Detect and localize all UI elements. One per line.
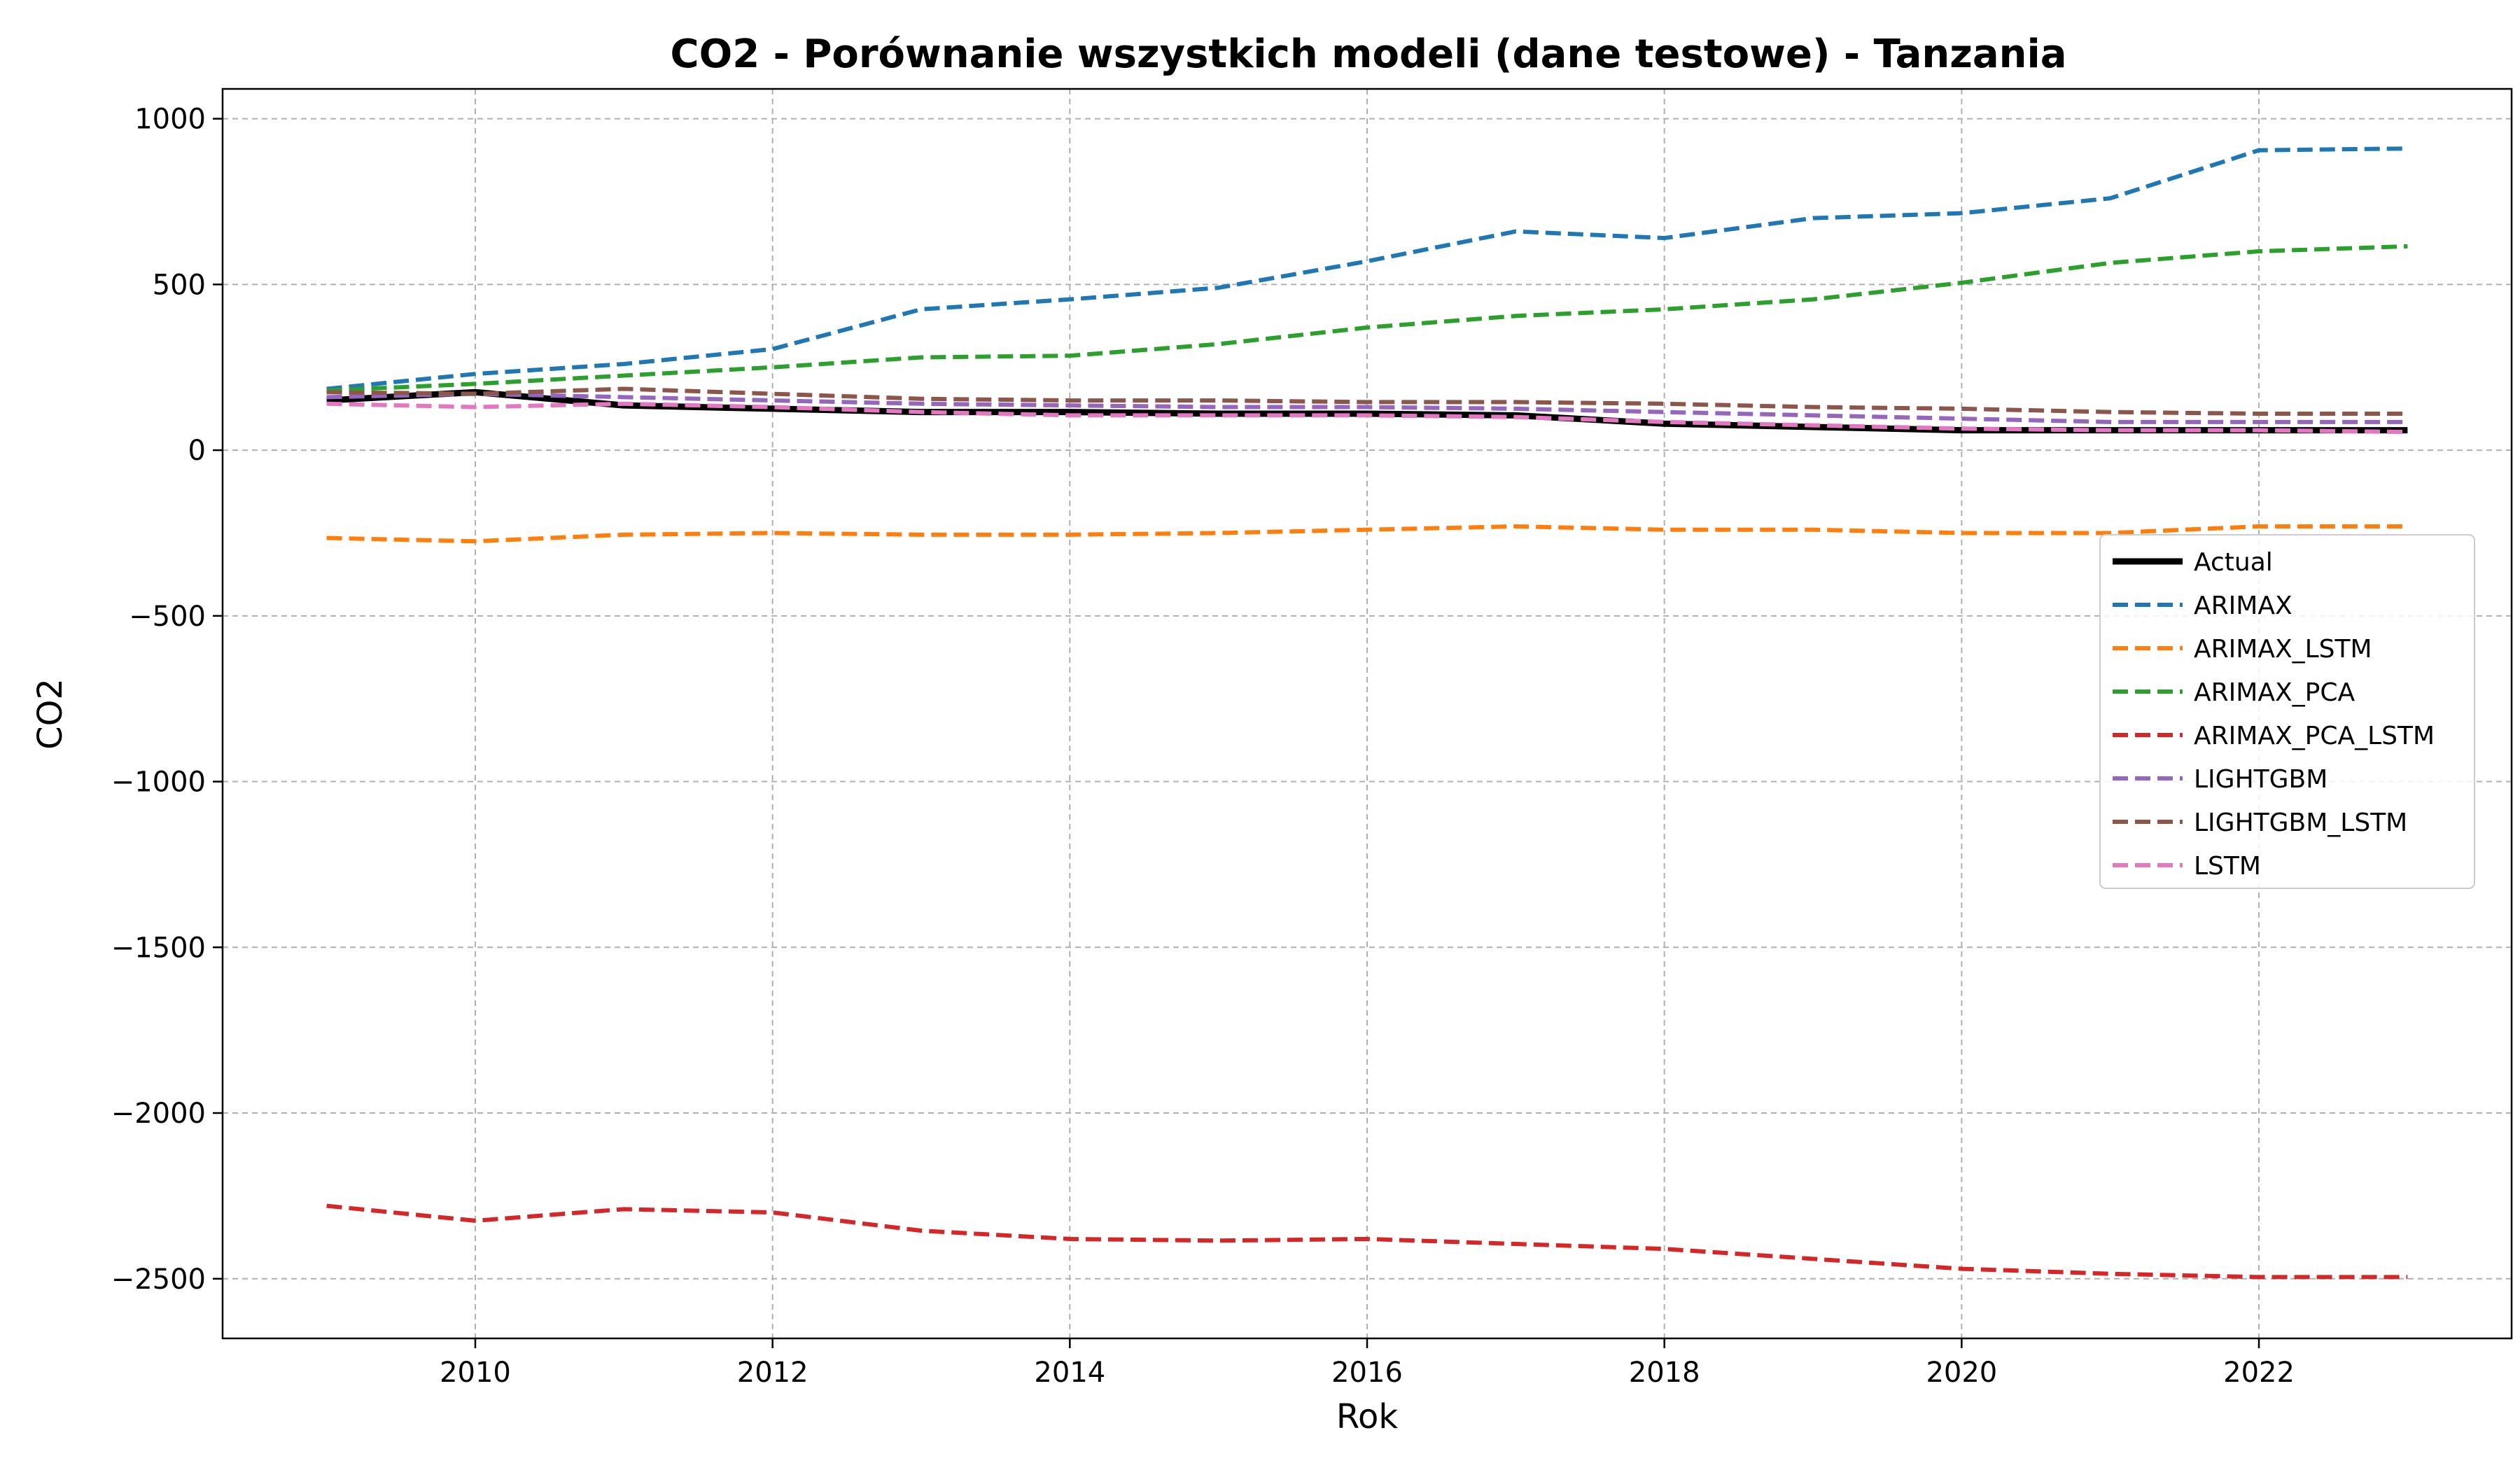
- y-tick-label: −2500: [111, 1264, 206, 1296]
- x-tick-label: 2018: [1629, 1357, 1700, 1389]
- x-tick-label: 2014: [1034, 1357, 1105, 1389]
- legend-label: ARIMAX_LSTM: [2194, 635, 2372, 664]
- legend-label: LSTM: [2194, 852, 2261, 881]
- series-line-arimax-pca: [326, 244, 2408, 393]
- y-tick-label: 1000: [134, 104, 206, 136]
- y-axis-label: CO2: [31, 678, 70, 750]
- y-tick-label: −2000: [111, 1098, 206, 1130]
- x-tick-label: 2020: [1926, 1357, 1997, 1389]
- y-tick-label: −1000: [111, 766, 206, 799]
- legend-label: LIGHTGBM_LSTM: [2194, 808, 2407, 837]
- legend-label: LIGHTGBM: [2194, 765, 2328, 794]
- series-line-lstm: [326, 401, 2408, 435]
- legend: Actual ARIMAX ARIMAX_LSTM ARIMAX_PCA ARIMAX_…: [2099, 534, 2475, 889]
- x-axis-label: Rok: [1336, 1397, 1399, 1436]
- legend-box: [2099, 534, 2475, 889]
- series-lines: [326, 146, 2408, 1280]
- x-tick-label: 2016: [1331, 1357, 1403, 1389]
- chart-title: CO2 - Porównanie wszystkich modeli (dane…: [670, 31, 2066, 77]
- series-line-arimax-lstm: [326, 524, 2408, 544]
- legend-label: ARIMAX_PCA_LSTM: [2194, 722, 2435, 750]
- legend-label: Actual: [2194, 548, 2273, 577]
- x-tick-label: 2010: [440, 1357, 511, 1389]
- grid: [223, 89, 2512, 1338]
- series-line-arimax: [326, 146, 2408, 391]
- legend-label: ARIMAX: [2194, 592, 2292, 620]
- axis-ticks: 2010 2012 2014 2016 2018 2020 2022 1000 500 0 −500…: [111, 104, 2295, 1389]
- series-line-lightgbm: [326, 391, 2408, 424]
- y-tick-label: −1500: [111, 932, 206, 964]
- y-tick-label: 0: [188, 435, 206, 467]
- series-line-arimax-pca-lstm: [326, 1203, 2408, 1280]
- x-tick-label: 2012: [737, 1357, 808, 1389]
- series-line-lightgbm-lstm: [326, 386, 2408, 416]
- x-tick-label: 2022: [2223, 1357, 2295, 1389]
- y-tick-label: 500: [153, 269, 206, 301]
- y-tick-label: −500: [129, 601, 206, 633]
- legend-label: ARIMAX_PCA: [2194, 678, 2355, 707]
